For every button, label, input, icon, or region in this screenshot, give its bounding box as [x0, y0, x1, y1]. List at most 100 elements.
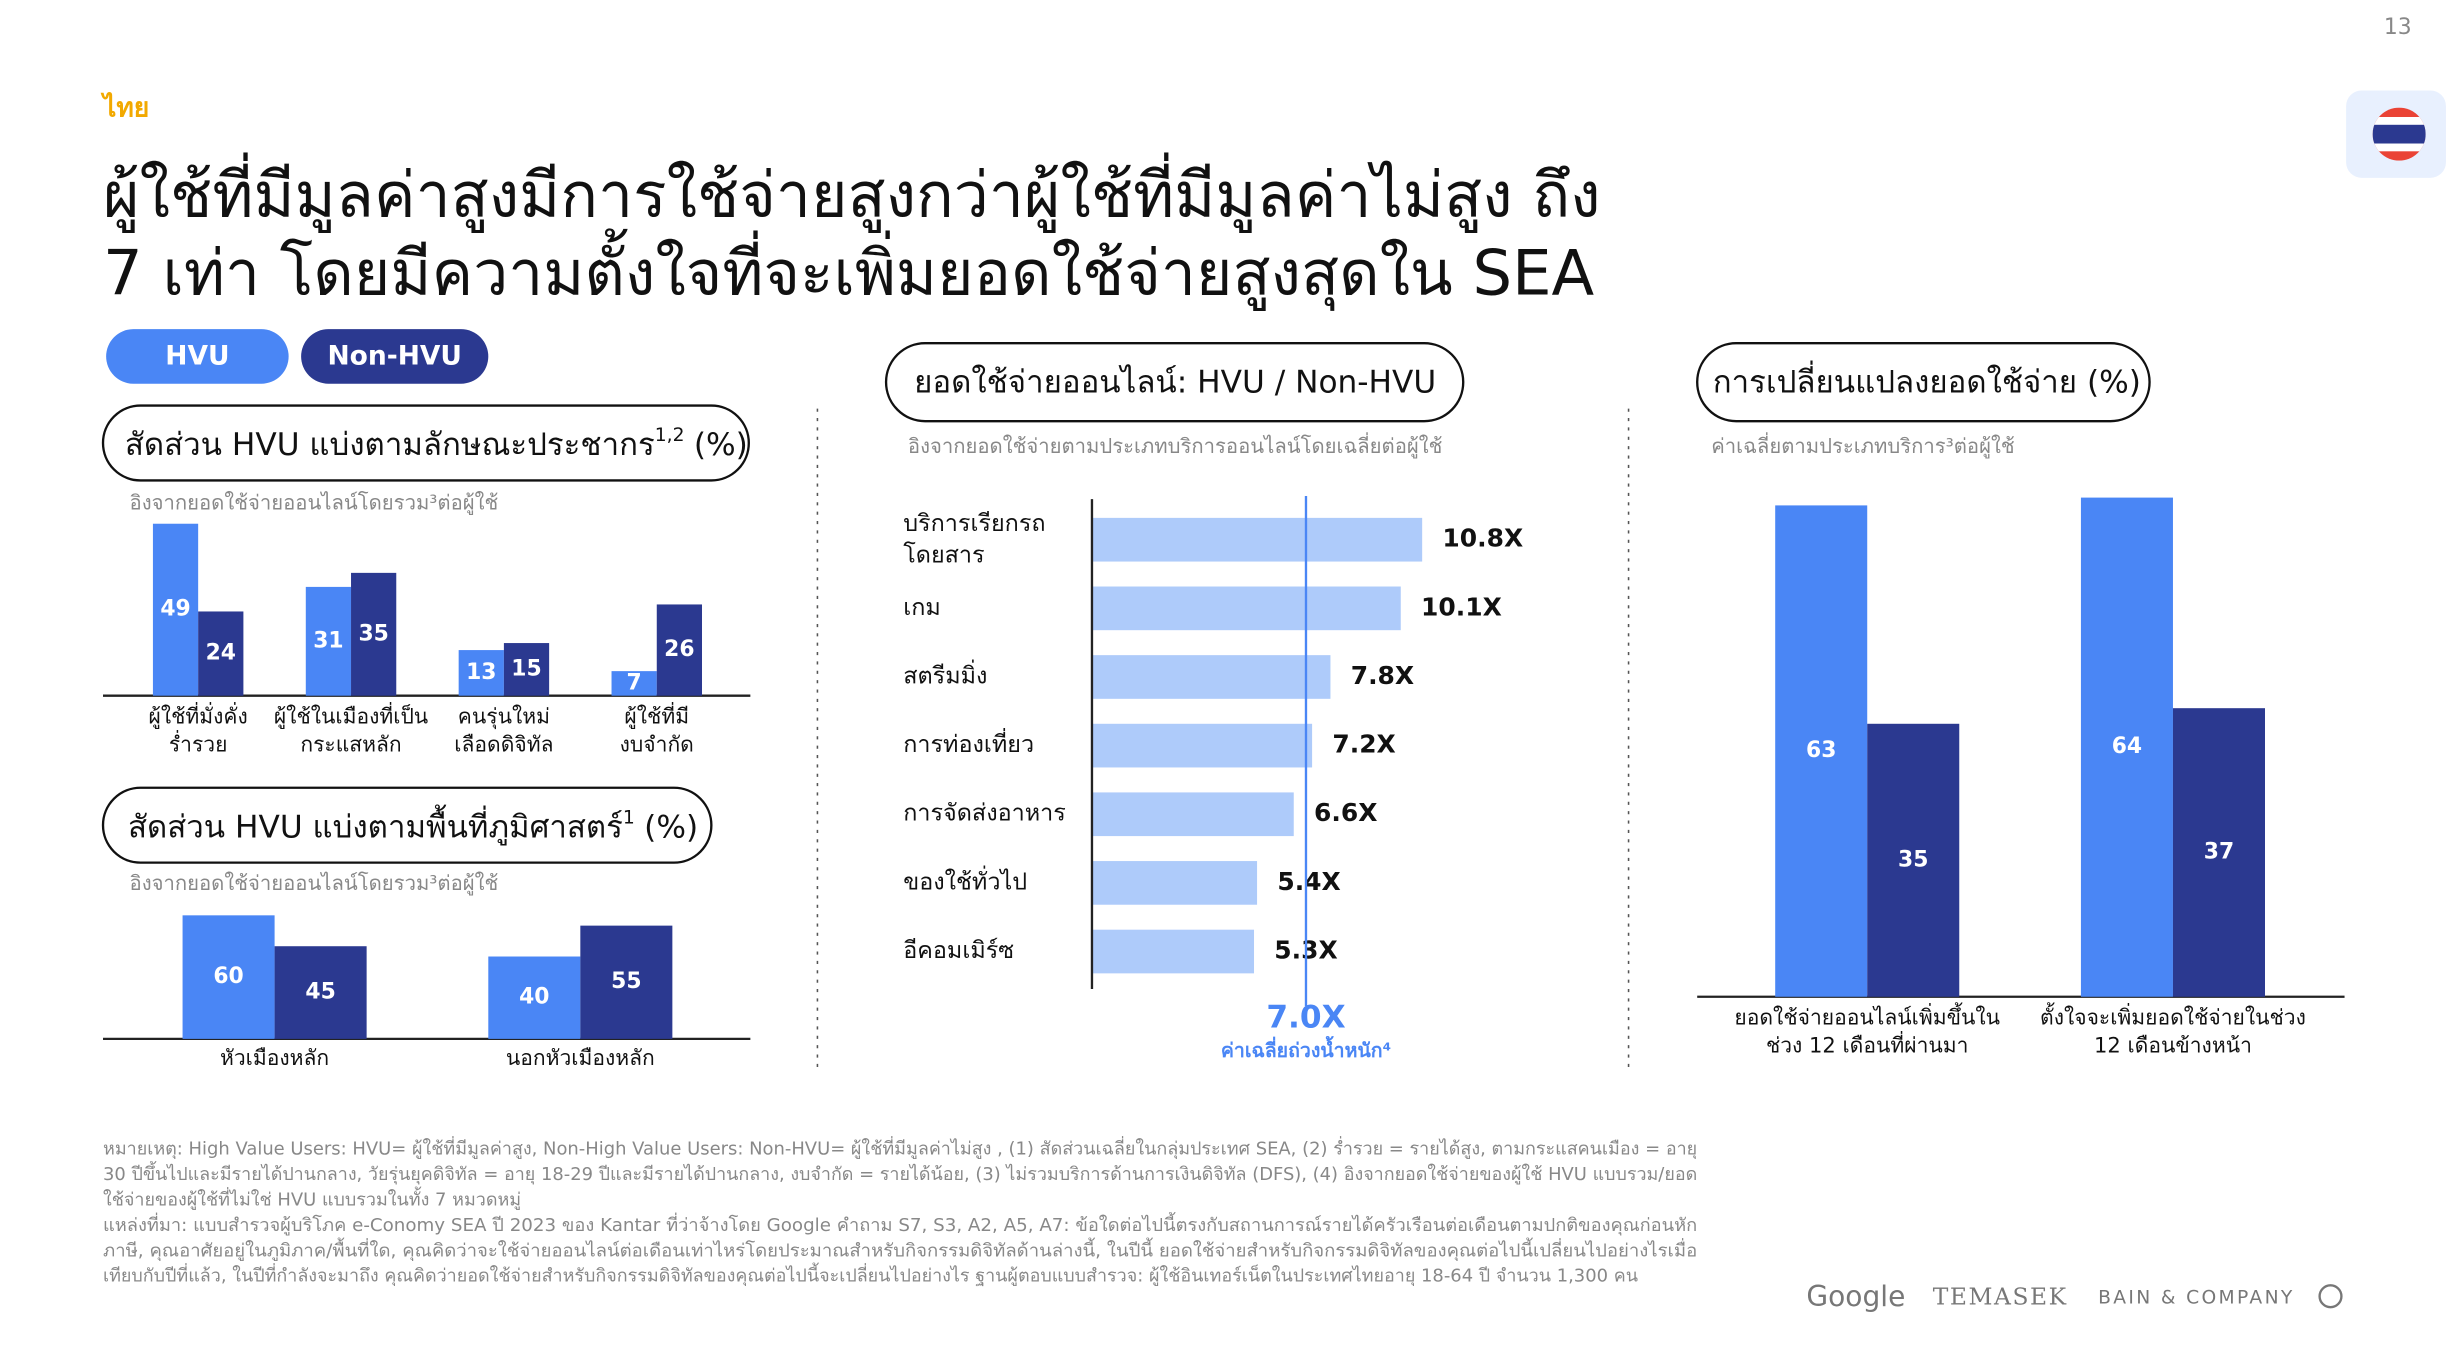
logos: Google TEMASEK BAIN & COMPANY: [1806, 1280, 2343, 1313]
bar: [182, 915, 275, 1039]
category-label: คนรุ่นใหม่เลือดดิจิทัล: [454, 704, 553, 757]
category-label: หัวเมืองหลัก: [220, 1045, 329, 1070]
chart-title-pill: [1696, 342, 2151, 423]
bar: [1091, 861, 1258, 905]
bar: [611, 671, 657, 696]
bar: [458, 650, 504, 696]
chart-title-pill: [101, 786, 713, 864]
country-tag: ไทย: [100, 92, 149, 124]
footnote-line: 30 ปีขึ้นไปและมีรายได้ปานกลาง, วัยรุ่นยุ…: [103, 1161, 1697, 1185]
value-label: 24: [206, 641, 236, 666]
chart-title-unit: (%): [644, 809, 698, 845]
category-label: บริการเรียกรถโดยสาร: [903, 509, 1045, 568]
category-label: ยอดใช้จ่ายออนไลน์เพิ่มขึ้นในช่วง 12 เดือ…: [1734, 1003, 2000, 1058]
bar: [2172, 708, 2265, 997]
category-label: ผู้ใช้ที่มั่งคั่งร่ำรวย: [149, 702, 248, 757]
reference-label: 7.0X: [1266, 1000, 1345, 1036]
bar: [503, 643, 550, 696]
logo-bain: BAIN & COMPANY: [2098, 1287, 2295, 1308]
category-label: นอกหัวเมืองหลัก: [506, 1045, 655, 1070]
value-label: 6.6X: [1314, 798, 1377, 827]
chart-subtitle: อิงจากยอดใช้จ่ายออนไลน์โดยรวม³ต่อผู้ใช้: [130, 871, 499, 896]
category-label: เกม: [903, 593, 941, 621]
chart-title: สัดส่วน HVU แบ่งตามพื้นที่ภูมิศาสตร์1 (%): [128, 803, 698, 845]
logo-icon: [2318, 1284, 2343, 1309]
bar: [1867, 723, 1960, 997]
logo-temasek: TEMASEK: [1933, 1282, 2068, 1310]
chart-title: สัดส่วน HVU แบ่งตามลักษณะประชากร1,2 (%): [125, 425, 748, 463]
bar: [1091, 517, 1423, 562]
category-label: ของใช้ทั่วไป: [903, 865, 1027, 895]
bar: [305, 586, 352, 696]
value-label: 35: [358, 621, 388, 646]
title-line: 7 เท่า โดยมีความตั้งใจที่จะเพิ่มยอดใช้จ่…: [103, 228, 1595, 312]
category-label: การท่องเที่ยว: [903, 728, 1034, 758]
value-label: 7.8X: [1351, 661, 1414, 690]
chart-title-text: การเปลี่ยนแปลงยอดใช้จ่าย (%): [1713, 361, 2141, 401]
value-label: 64: [2112, 734, 2142, 759]
title-line: ผู้ใช้ที่มีมูลค่าสูงมีการใช้จ่ายสูงกว่าผ…: [103, 153, 1601, 234]
footnote-line: ใช้จ่ายของผู้ใช้ที่ไม่ใช่ HVU แบบรวมในทั…: [103, 1186, 521, 1210]
chart-subtitle: อิงจากยอดใช้จ่ายตามประเภทบริการออนไลน์โด…: [908, 432, 1442, 459]
value-label: 35: [1898, 847, 1928, 872]
chart-title-unit: (%): [694, 427, 748, 463]
footnote-line: แหล่งที่มา: แบบสำรวจผู้บริโภค e-Conomy S…: [103, 1212, 1697, 1236]
bar: [1091, 655, 1331, 699]
bar: [2080, 497, 2173, 997]
value-label: 31: [313, 628, 343, 653]
bar: [1091, 929, 1255, 974]
chart-title-superscript: 1,2: [655, 425, 685, 446]
bar: [351, 572, 397, 696]
legend-label: HVU: [165, 341, 229, 372]
bar: [1775, 505, 1868, 997]
value-label: 7: [627, 670, 642, 695]
value-label: 60: [213, 964, 243, 989]
footnote-line: เทียบกับปีที่แล้ว, ในปีที่กำลังจะมาถึง ค…: [103, 1263, 1638, 1287]
value-label: 55: [611, 969, 641, 994]
flag: [2372, 107, 2426, 161]
value-label: 13: [466, 660, 496, 685]
bar: [274, 946, 367, 1039]
value-label: 49: [160, 597, 190, 622]
bar: [1091, 723, 1313, 768]
value-label: 45: [305, 980, 335, 1005]
chart-title-pill: [884, 342, 1465, 423]
logo-google: Google: [1806, 1280, 1905, 1313]
value-label: 10.1X: [1421, 592, 1502, 621]
chart-title: การเปลี่ยนแปลงยอดใช้จ่าย (%): [1713, 361, 2141, 401]
chart-title-superscript: 1: [623, 807, 635, 828]
legend-pill: [106, 329, 289, 384]
legend-label: Non-HVU: [327, 341, 461, 372]
value-label: 7.2X: [1332, 730, 1395, 759]
bar: [1091, 586, 1401, 631]
category-label: ตั้งใจจะเพิ่มยอดใช้จ่ายในช่วง 12 เดือนข้า…: [2040, 1003, 2306, 1058]
value-label: 5.4X: [1277, 867, 1340, 896]
flag-badge: [2346, 90, 2446, 178]
bar: [580, 925, 673, 1039]
footnote-line: หมายเหตุ: High Value Users: HVU= ผู้ใช้ท…: [103, 1136, 1697, 1160]
reference-note: ค่าเฉลี่ยถ่วงน้ำหนัก⁴: [1221, 1035, 1391, 1062]
page-number: 13: [2384, 15, 2412, 40]
category-label: ผู้ใช้ในเมืองที่เป็นกระแสหลัก: [274, 702, 428, 757]
chart-title: ยอดใช้จ่ายออนไลน์: HVU / Non-HVU: [914, 364, 1436, 401]
bar: [152, 523, 199, 696]
bar: [1091, 792, 1294, 837]
bar: [198, 611, 244, 696]
chart-title-text: สัดส่วน HVU แบ่งตามลักษณะประชากร: [125, 427, 655, 463]
value-label: 40: [519, 985, 549, 1010]
chart-subtitle: ค่าเฉลี่ยตามประเภทบริการ³ต่อผู้ใช้: [1711, 432, 2014, 459]
value-label: 10.8X: [1442, 524, 1523, 553]
chart-subtitle: อิงจากยอดใช้จ่ายออนไลน์โดยรวม³ต่อผู้ใช้: [130, 490, 499, 515]
value-label: 63: [1806, 738, 1836, 763]
category-label: สตรีมมิ่ง: [903, 659, 987, 689]
bar: [488, 956, 581, 1039]
legend-pill: [301, 329, 489, 384]
footnote-line: ภาษี, คุณอาศัยอยู่ในภูมิภาค/พื้นที่ใด, ค…: [103, 1237, 1697, 1261]
value-label: 26: [664, 637, 694, 662]
chart-title-text: ยอดใช้จ่ายออนไลน์: HVU / Non-HVU: [914, 364, 1436, 401]
bar: [656, 604, 703, 696]
category-label: การจัดส่งอาหาร: [903, 799, 1066, 827]
chart-title-pill: [101, 404, 750, 482]
